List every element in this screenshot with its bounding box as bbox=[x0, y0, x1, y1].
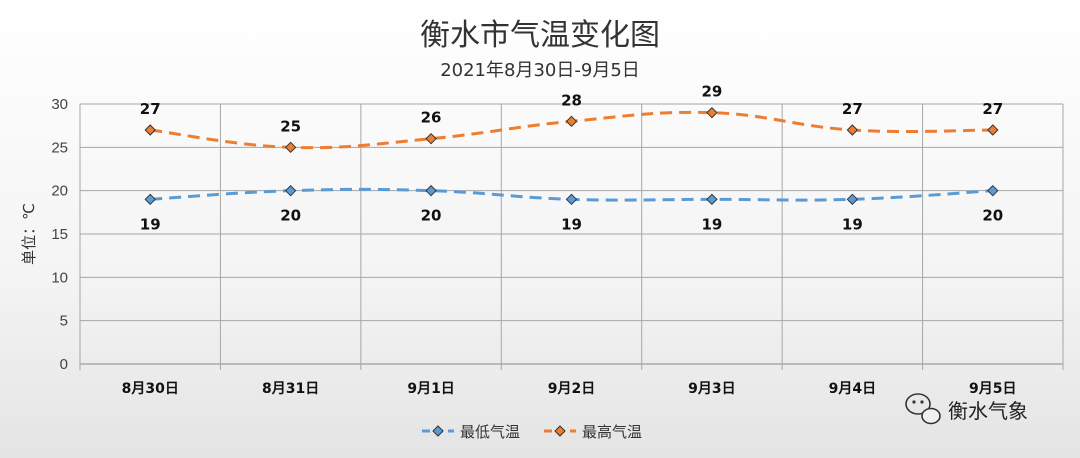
data-label: 29 bbox=[701, 83, 722, 101]
data-label: 20 bbox=[421, 207, 442, 225]
legend-item-1: 最高气温 bbox=[544, 423, 642, 441]
data-label: 26 bbox=[421, 109, 442, 127]
data-point bbox=[284, 184, 297, 197]
legend-label: 最低气温 bbox=[460, 423, 520, 441]
x-tick-label: 9月3日 bbox=[688, 381, 735, 397]
x-tick-label: 9月5日 bbox=[969, 381, 1016, 397]
data-label: 19 bbox=[140, 215, 161, 233]
data-point bbox=[565, 193, 578, 206]
data-point bbox=[144, 193, 156, 206]
y-tick-label: 20 bbox=[51, 183, 68, 200]
y-tick-label: 15 bbox=[51, 226, 68, 243]
y-tick-label: 30 bbox=[51, 96, 68, 113]
data-point bbox=[706, 193, 718, 206]
y-tick-label: 10 bbox=[51, 269, 68, 286]
data-point bbox=[987, 124, 999, 136]
legend: 最低气温 最高气温 bbox=[422, 423, 642, 441]
wechat-icon bbox=[905, 393, 941, 425]
data-label: 28 bbox=[561, 91, 582, 109]
watermark: 衡水气象 bbox=[905, 393, 1028, 425]
x-tick-label: 8月30日 bbox=[122, 381, 179, 397]
data-label: 19 bbox=[701, 215, 722, 233]
y-axis-label: 单位：℃ bbox=[20, 203, 38, 265]
series-0 bbox=[144, 184, 999, 206]
x-tick-label: 8月31日 bbox=[262, 381, 319, 397]
legend-marker bbox=[554, 425, 566, 437]
legend-marker bbox=[432, 425, 444, 437]
legend-label: 最高气温 bbox=[582, 423, 642, 441]
data-label: 27 bbox=[842, 100, 863, 118]
data-point bbox=[987, 184, 999, 197]
data-point bbox=[284, 141, 297, 154]
data-label: 25 bbox=[280, 117, 301, 135]
data-label: 19 bbox=[842, 215, 863, 233]
x-tick-label: 9月1日 bbox=[407, 381, 454, 397]
data-label: 20 bbox=[280, 207, 301, 225]
chart-subtitle: 2021年8月30日-9月5日 bbox=[440, 60, 640, 81]
y-tick-label: 25 bbox=[51, 139, 68, 156]
data-point bbox=[565, 115, 578, 128]
legend-item-0: 最低气温 bbox=[422, 423, 520, 441]
x-tick-label: 9月2日 bbox=[548, 381, 595, 397]
data-point bbox=[846, 124, 859, 136]
data-label: 20 bbox=[982, 207, 1003, 225]
y-tick-label: 0 bbox=[60, 356, 68, 373]
watermark-text: 衡水气象 bbox=[948, 399, 1028, 423]
series-1 bbox=[144, 106, 999, 154]
data-label: 27 bbox=[982, 100, 1003, 118]
y-tick-label: 5 bbox=[60, 313, 68, 330]
data-point bbox=[144, 124, 156, 136]
data-point bbox=[706, 106, 718, 119]
data-point bbox=[846, 193, 859, 206]
data-point bbox=[425, 132, 437, 145]
data-point bbox=[425, 184, 437, 197]
x-tick-label: 9月4日 bbox=[829, 381, 876, 397]
chart-title: 衡水市气温变化图 bbox=[420, 18, 660, 53]
data-label: 27 bbox=[140, 100, 161, 118]
data-label: 19 bbox=[561, 215, 582, 233]
